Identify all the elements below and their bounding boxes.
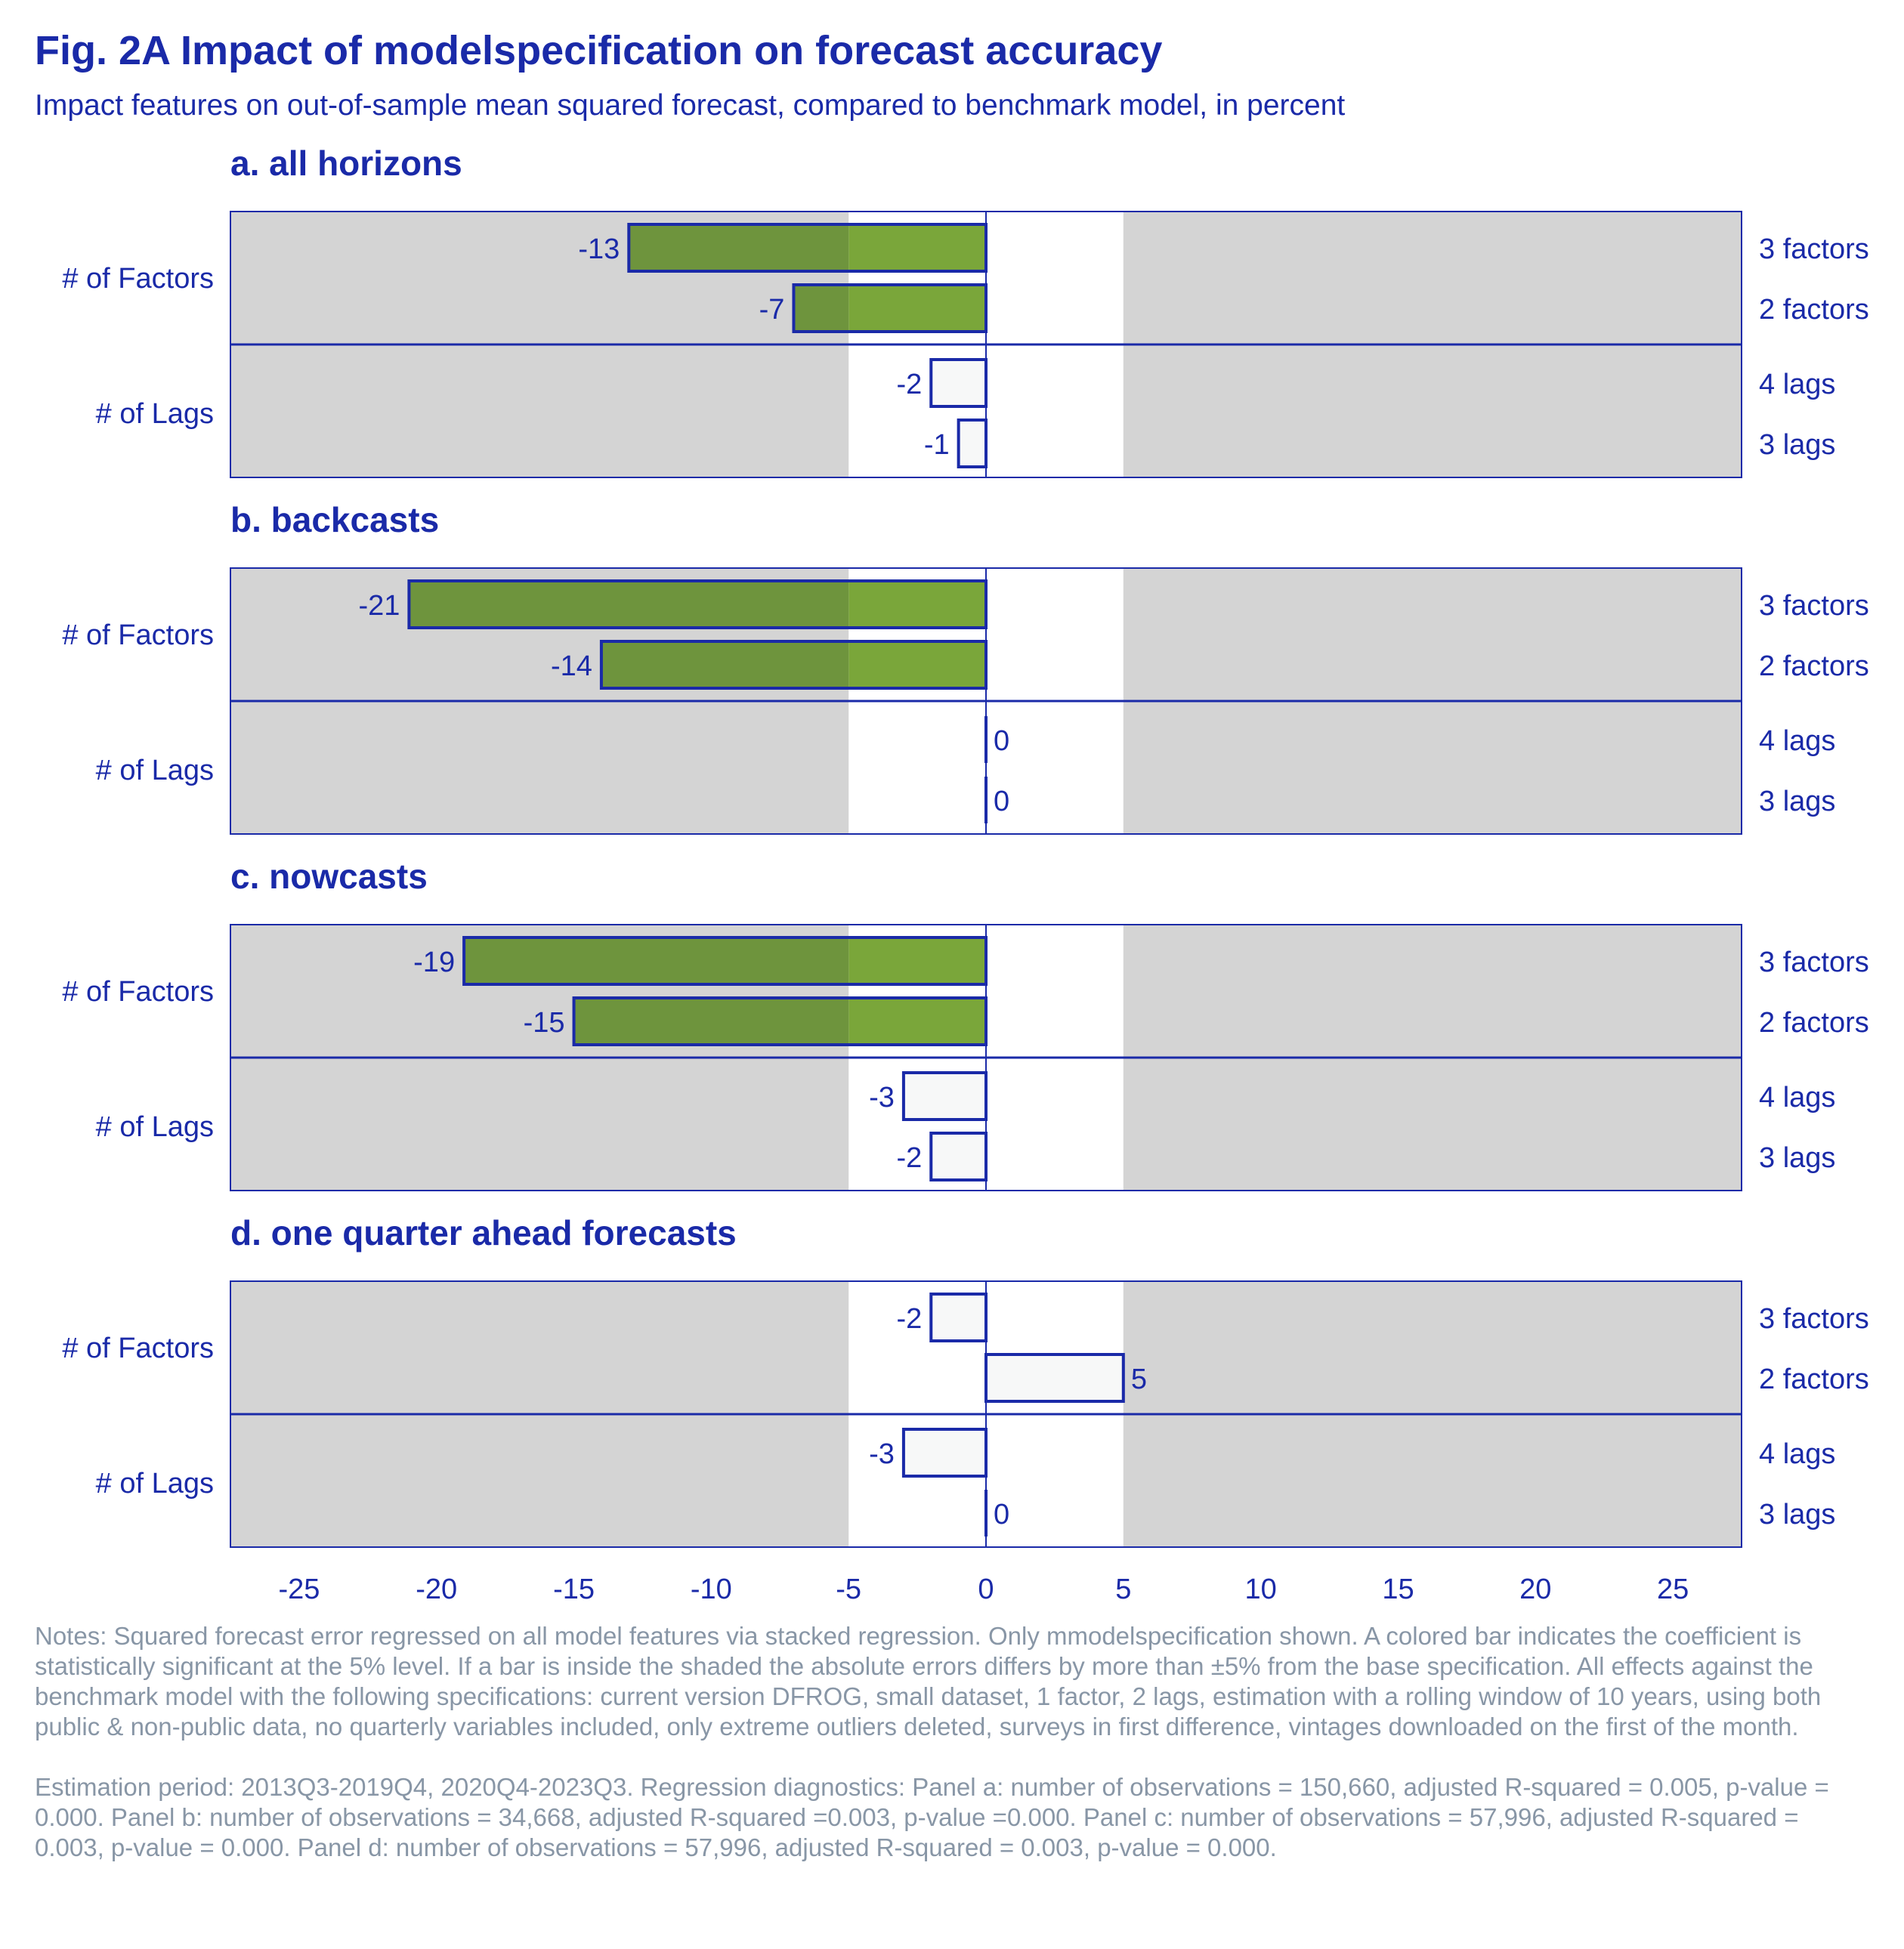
bar xyxy=(984,1353,1125,1403)
bar xyxy=(957,419,988,468)
bar-value-label: -2 xyxy=(896,1142,922,1174)
bar-value-label: -21 xyxy=(358,590,400,622)
bar xyxy=(599,640,988,690)
panel-title: a. all horizons xyxy=(230,144,462,183)
bar-fill-shaded xyxy=(601,641,849,688)
bar-value-label: -2 xyxy=(896,369,922,400)
x-tick-label: -25 xyxy=(278,1574,320,1605)
bar-category-label: 3 factors xyxy=(1759,947,1869,978)
bar xyxy=(792,283,988,333)
bar-fill xyxy=(848,641,986,688)
bar xyxy=(572,996,988,1046)
bar-value-label: -15 xyxy=(524,1007,565,1039)
bar-fill-shaded xyxy=(464,937,849,984)
bar-value-label: -19 xyxy=(413,947,455,978)
bar-fill-shaded xyxy=(409,581,849,628)
group-label: # of Factors xyxy=(62,976,214,1008)
bar-category-label: 3 lags xyxy=(1759,429,1835,461)
bar xyxy=(462,936,988,986)
bar-category-label: 3 lags xyxy=(1759,1499,1835,1530)
group-label: # of Lags xyxy=(96,1468,214,1500)
group-label: # of Lags xyxy=(96,755,214,786)
x-tick-label: 5 xyxy=(1115,1574,1131,1605)
notes: Notes: Squared forecast error regressed … xyxy=(35,1621,1863,1863)
bar-value-label: 0 xyxy=(994,786,1009,817)
chart-panel-3: c. nowcasts # of Factors -19 3 factors -15 2 … xyxy=(62,857,1869,1191)
bar-value-label: -2 xyxy=(896,1303,922,1335)
bar-category-label: 4 lags xyxy=(1759,725,1835,757)
bar xyxy=(901,1071,988,1121)
bar-category-label: 3 factors xyxy=(1759,590,1869,622)
bar-fill xyxy=(848,937,986,984)
x-tick-label: 10 xyxy=(1244,1574,1276,1605)
x-tick-label: -5 xyxy=(836,1574,861,1605)
bar-value-label: -3 xyxy=(869,1082,895,1113)
panel-frame xyxy=(230,211,1742,478)
bar-value-label: 0 xyxy=(994,725,1009,757)
bar-value-label: -3 xyxy=(869,1438,895,1470)
bar-category-label: 2 factors xyxy=(1759,1364,1869,1395)
x-tick-label: -10 xyxy=(691,1574,732,1605)
bar-category-label: 4 lags xyxy=(1759,369,1835,400)
chart-panel-2: b. backcasts # of Factors -21 3 factors -14 2… xyxy=(62,500,1869,835)
bar xyxy=(929,358,988,408)
panel-frame xyxy=(230,924,1742,1191)
bar-category-label: 2 factors xyxy=(1759,1007,1869,1039)
bar-fill xyxy=(848,998,986,1045)
bar-fill-shaded xyxy=(573,998,849,1045)
bar-fill-shaded xyxy=(793,285,849,332)
bar-fill xyxy=(848,224,986,271)
figure-title: Fig. 2A Impact of modelspecification on … xyxy=(35,28,1163,73)
bar-category-label: 3 lags xyxy=(1759,786,1835,817)
bar xyxy=(627,223,988,273)
bar-category-label: 2 factors xyxy=(1759,294,1869,326)
bar-value-label: -1 xyxy=(924,429,950,461)
group-label: # of Lags xyxy=(96,1111,214,1143)
panel-title: b. backcasts xyxy=(230,500,439,539)
group-label: # of Factors xyxy=(62,1333,214,1364)
x-tick-label: 25 xyxy=(1657,1574,1689,1605)
bar-fill xyxy=(848,285,986,332)
panel-title: c. nowcasts xyxy=(230,857,428,896)
bar-fill-shaded xyxy=(629,224,849,271)
bar xyxy=(407,579,988,629)
x-tick-label: -20 xyxy=(416,1574,457,1605)
notes-estimation: Estimation period: 2013Q3-2019Q4, 2020Q4… xyxy=(35,1773,1829,1861)
bar-value-label: 0 xyxy=(994,1499,1009,1530)
bar xyxy=(929,1132,988,1181)
bar-category-label: 3 lags xyxy=(1759,1142,1835,1174)
x-tick-label: 0 xyxy=(978,1574,994,1605)
group-label: # of Factors xyxy=(62,263,214,295)
panel-frame xyxy=(230,567,1742,835)
bar-value-label: -13 xyxy=(578,233,620,265)
chart-panel-4: d. one quarter ahead forecasts # of Facto… xyxy=(62,1213,1868,1605)
x-tick-label: 15 xyxy=(1382,1574,1414,1605)
bar-category-label: 4 lags xyxy=(1759,1438,1835,1470)
notes-main: Notes: Squared forecast error regressed … xyxy=(35,1622,1822,1741)
group-label: # of Lags xyxy=(96,398,214,430)
chart-panel-1: a. all horizons # of Factors -13 3 factors -… xyxy=(62,144,1869,478)
bar xyxy=(929,1293,988,1342)
x-tick-label: 20 xyxy=(1519,1574,1551,1605)
x-tick-label: -15 xyxy=(553,1574,595,1605)
bar-category-label: 4 lags xyxy=(1759,1082,1835,1113)
group-label: # of Factors xyxy=(62,619,214,651)
bar-category-label: 3 factors xyxy=(1759,233,1869,265)
bar-category-label: 3 factors xyxy=(1759,1303,1869,1335)
chart-area: a. all horizons # of Factors -13 3 factors -… xyxy=(62,144,1869,1605)
figure-subtitle: Impact features on out-of-sample mean sq… xyxy=(35,89,1346,122)
bar xyxy=(901,1428,988,1478)
bar-fill xyxy=(848,581,986,628)
bar-value-label: -14 xyxy=(551,650,592,682)
bar-category-label: 2 factors xyxy=(1759,650,1869,682)
bar-value-label: 5 xyxy=(1131,1364,1147,1395)
panel-frame xyxy=(230,1280,1742,1548)
bar-value-label: -7 xyxy=(759,294,785,326)
panel-title: d. one quarter ahead forecasts xyxy=(230,1213,737,1252)
